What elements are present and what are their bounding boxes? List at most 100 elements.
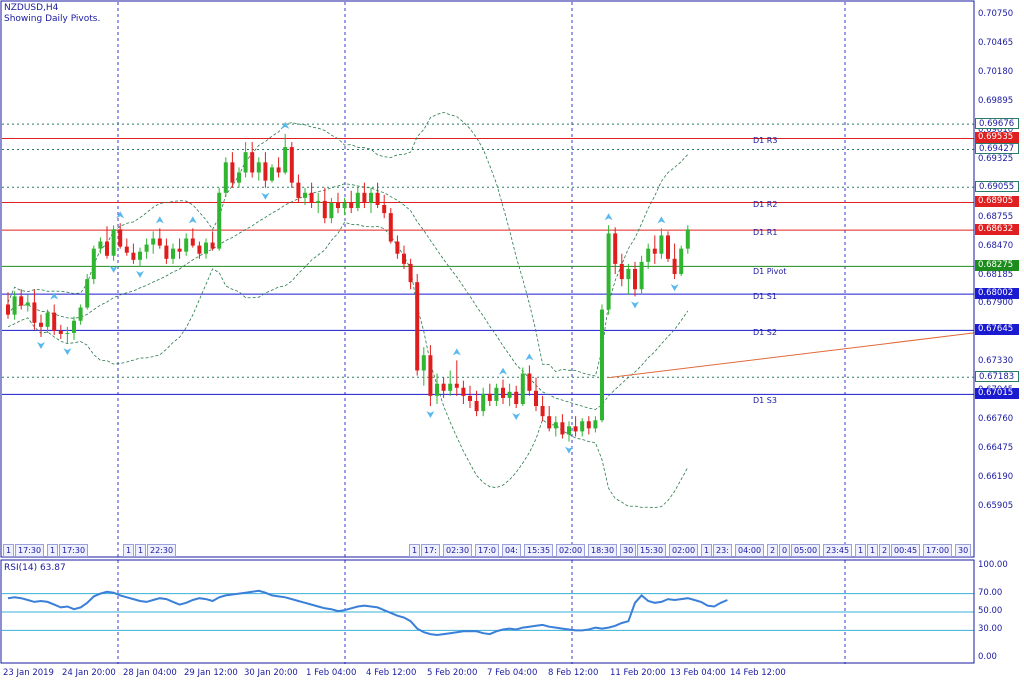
candle-body (639, 261, 644, 290)
time-axis-label: 14 Feb 12:00 (730, 668, 786, 678)
candle (190, 228, 195, 248)
candle (685, 225, 690, 254)
fractal-up-arrow (499, 367, 507, 375)
candle-body (619, 263, 624, 280)
candle (633, 261, 637, 297)
candle (58, 324, 63, 340)
trend-line[interactable] (608, 332, 975, 379)
price-tag: 0.68905 (975, 196, 1019, 208)
candle-body (652, 248, 657, 254)
candle (25, 294, 30, 312)
candle-body (415, 282, 420, 371)
candle-body (210, 242, 215, 249)
candle (124, 238, 129, 256)
time-axis-label: 8 Feb 12:00 (548, 668, 599, 678)
candle-body (118, 229, 123, 247)
fractal-arrows (37, 121, 679, 454)
rsi-line (7, 589, 728, 637)
candle (441, 377, 446, 398)
candle-body (237, 172, 241, 183)
candle (39, 314, 43, 337)
candle-body (382, 204, 387, 214)
fractal-down-arrow (37, 341, 45, 349)
candle-body (171, 248, 175, 259)
candle (303, 187, 307, 205)
candle-body (105, 241, 109, 256)
candle-body (540, 406, 545, 417)
candle (336, 192, 340, 214)
candle (553, 416, 558, 437)
candle (468, 385, 472, 409)
candle (144, 238, 149, 259)
candle-body (250, 152, 255, 173)
time-box: 1 (701, 544, 713, 557)
candle (362, 182, 367, 209)
fractal-up-arrow (525, 353, 534, 361)
time-box: 1 (123, 544, 135, 557)
candle (65, 326, 70, 344)
candle-body (124, 246, 129, 253)
time-axis-label: 11 Feb 20:00 (610, 668, 666, 678)
candle-body (408, 263, 413, 283)
candle-body (217, 192, 222, 249)
price-axis-label: 0.70465 (978, 38, 1014, 49)
time-box: 17:00 (923, 544, 953, 557)
price-tag: 0.68632 (975, 224, 1019, 236)
candle-body (276, 167, 281, 173)
candle (639, 255, 644, 295)
candle (157, 228, 162, 249)
candle-body (421, 355, 426, 371)
candle (230, 152, 235, 188)
candle (415, 274, 420, 376)
candle-body (527, 373, 532, 391)
candle-body (111, 229, 116, 256)
candle-body (316, 200, 321, 203)
candle (355, 187, 360, 212)
candle-body (85, 279, 90, 308)
candle (501, 379, 505, 404)
fractal-up-arrow (50, 292, 59, 300)
candle (322, 187, 327, 224)
price-tag: 0.69676 (975, 118, 1019, 130)
rsi-axis-label: 30.00 (978, 624, 1003, 635)
candle-body (461, 387, 466, 396)
time-box: 00:45 (891, 544, 921, 557)
candle-body (606, 233, 611, 310)
time-box: 23:45 (823, 544, 853, 557)
candle-body (151, 238, 156, 245)
fractal-down-arrow (670, 284, 679, 292)
candle (435, 373, 439, 404)
candle (646, 243, 651, 269)
price-tag: 0.68002 (975, 288, 1019, 300)
candle (6, 292, 10, 319)
fractal-up-arrow (116, 211, 125, 219)
band-lower (7, 221, 689, 509)
fractal-down-arrow (136, 270, 144, 278)
candle (600, 304, 604, 423)
candle (177, 238, 182, 259)
candle (12, 291, 17, 320)
time-axis-label: 1 Feb 04:00 (306, 668, 357, 678)
time-box: 15:35 (524, 544, 554, 557)
pivot-label-pivot: D1 Pivot (753, 267, 787, 277)
rsi-panel (2, 589, 974, 637)
band-middle (7, 183, 689, 410)
candle (19, 289, 24, 310)
candle (131, 243, 136, 264)
fractal-up-arrow (604, 213, 613, 221)
price-tag: 0.69055 (975, 181, 1019, 193)
candle (78, 304, 83, 325)
time-box: 1 (409, 544, 421, 557)
candle (494, 383, 499, 407)
candle (567, 421, 571, 442)
candle (329, 197, 334, 224)
fractal-down-arrow (63, 348, 72, 356)
price-axis-label: 0.66190 (978, 472, 1014, 483)
price-axis-label: 0.66760 (978, 414, 1014, 425)
candle (309, 182, 314, 209)
candle-body (435, 383, 439, 396)
time-box: 15:30 (637, 544, 667, 557)
candle (296, 174, 301, 203)
